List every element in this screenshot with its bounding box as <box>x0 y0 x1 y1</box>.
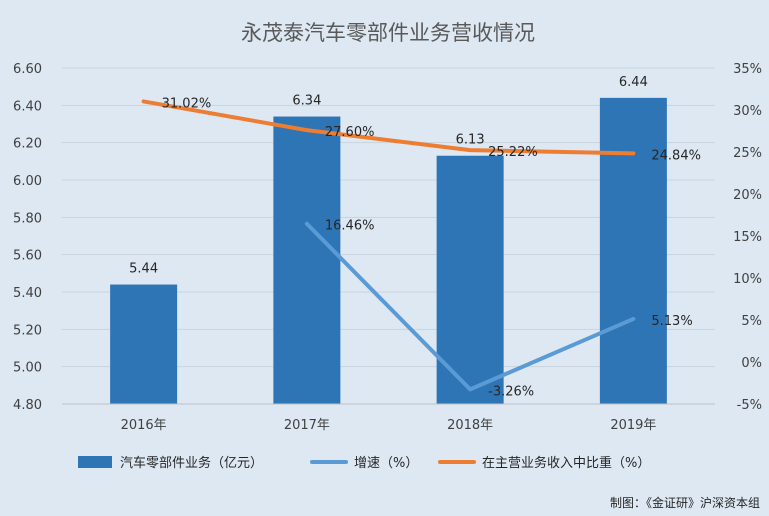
share-line-data-label: 27.60% <box>325 125 375 140</box>
y-left-tick-label: 6.60 <box>13 62 42 77</box>
bar <box>599 97 667 404</box>
y-left-tick-label: 6.20 <box>13 137 42 152</box>
bar-data-label: 6.44 <box>619 75 648 90</box>
y-right-tick-label: 30% <box>733 104 762 119</box>
chart-credit: 制图：《金证研》沪深资本组 <box>610 495 760 510</box>
bar-data-label: 6.34 <box>292 94 321 109</box>
line-series: 31.02% 27.60% 25.22% 24.84% 16.46% -3.26% 5.13… <box>141 96 701 399</box>
share-line-data-label: 31.02% <box>162 96 212 111</box>
y-left-tick-label: 6.40 <box>13 99 42 114</box>
bar-series: 5.44 6.34 6.13 6.44 <box>110 75 667 405</box>
y-axis-right: -5% 0% 5% 10% 15% 20% 25% 30% 35% <box>733 62 762 413</box>
x-tick-label: 2017年 <box>284 418 330 433</box>
y-right-tick-label: 10% <box>733 272 762 287</box>
growth-line-data-label: -3.26% <box>488 384 534 399</box>
y-left-tick-label: 5.00 <box>13 361 42 376</box>
y-left-tick-label: 6.00 <box>13 174 42 189</box>
y-left-tick-label: 5.40 <box>13 286 42 301</box>
growth-line-data-label: 5.13% <box>651 314 692 329</box>
x-tick-label: 2016年 <box>121 418 167 433</box>
growth-line-data-label: 16.46% <box>325 219 375 234</box>
x-tick-label: 2018年 <box>447 418 493 433</box>
legend-growth-label: 增速（%） <box>354 456 418 471</box>
y-axis-left: 4.80 5.00 5.20 5.40 5.60 5.80 6.00 6.20 6.40 6.60 <box>13 62 42 413</box>
y-left-tick-label: 4.80 <box>13 398 42 413</box>
y-right-tick-label: 25% <box>733 146 762 161</box>
y-right-tick-label: 0% <box>741 356 762 371</box>
bar <box>436 155 504 404</box>
y-right-tick-label: 15% <box>733 230 762 245</box>
y-right-tick-label: 35% <box>733 62 762 77</box>
growth-line <box>304 221 636 392</box>
x-axis: 2016年 2017年 2018年 2019年 <box>62 403 715 433</box>
share-line-data-label: 24.84% <box>651 148 701 163</box>
y-left-tick-label: 5.60 <box>13 249 42 264</box>
y-left-tick-label: 5.80 <box>13 211 42 226</box>
share-line-data-label: 25.22% <box>488 145 538 160</box>
bar-data-label: 6.13 <box>456 133 485 148</box>
legend-bar-swatch <box>78 456 112 468</box>
legend-bar-label: 汽车零部件业务（亿元） <box>120 455 263 471</box>
x-tick-label: 2019年 <box>610 418 656 433</box>
bar-data-label: 5.44 <box>129 262 158 277</box>
share-line <box>141 99 636 156</box>
y-right-tick-label: -5% <box>737 398 762 413</box>
y-right-tick-label: 20% <box>733 188 762 203</box>
bar <box>110 284 178 404</box>
y-left-tick-label: 5.20 <box>13 323 42 338</box>
chart-title: 永茂泰汽车零部件业务营收情况 <box>241 21 535 45</box>
legend: 汽车零部件业务（亿元） 增速（%） 在主营业务收入中比重（%） <box>78 455 650 471</box>
bar <box>273 116 341 405</box>
legend-share-label: 在主营业务收入中比重（%） <box>482 455 650 471</box>
y-right-tick-label: 5% <box>741 314 762 329</box>
